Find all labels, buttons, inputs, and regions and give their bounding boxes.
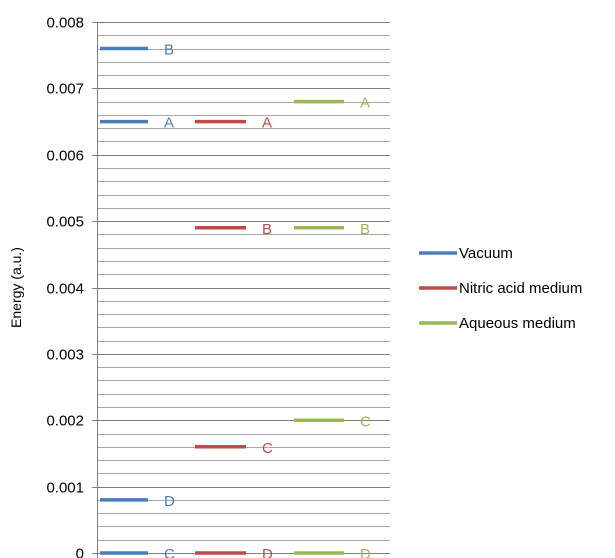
energy-level-label: A [262, 115, 272, 132]
y-tick-label: 0.007 [46, 81, 84, 98]
legend-label: Aqueous medium [459, 315, 576, 332]
energy-level-label: C [262, 440, 273, 457]
energy-level-label: D [164, 493, 175, 510]
y-tick-label: 0 [76, 546, 84, 558]
energy-level-label: B [262, 221, 272, 238]
y-tick-label: 0.006 [46, 148, 84, 165]
energy-level-label: C [360, 413, 371, 430]
energy-level-label: D [360, 546, 371, 558]
energy-levels: B A D C A B C D A B C D [100, 42, 371, 558]
y-tick-label: 0.004 [46, 281, 84, 298]
y-axis-title: Energy (a.u.) [8, 247, 24, 328]
legend-label: Vacuum [459, 245, 513, 262]
legend: Vacuum Nitric acid medium Aqueous medium [419, 245, 582, 332]
y-tick-label: 0.002 [46, 413, 84, 430]
y-tick-label: 0.001 [46, 480, 84, 497]
legend-label: Nitric acid medium [459, 280, 582, 297]
gridlines [97, 22, 390, 554]
energy-level-label: A [164, 115, 174, 132]
energy-level-label: B [360, 221, 370, 238]
y-tick-label: 0.003 [46, 347, 84, 364]
y-tick-label: 0.005 [46, 214, 84, 231]
energy-level-label: B [164, 42, 174, 59]
energy-level-label: A [360, 95, 370, 112]
energy-level-label: D [262, 546, 273, 558]
energy-level-label: C [164, 546, 175, 558]
y-axis: 0 0.001 0.002 0.003 0.004 0.005 0.006 0.007 0.00… [8, 15, 98, 558]
y-tick-label: 0.008 [46, 15, 84, 32]
